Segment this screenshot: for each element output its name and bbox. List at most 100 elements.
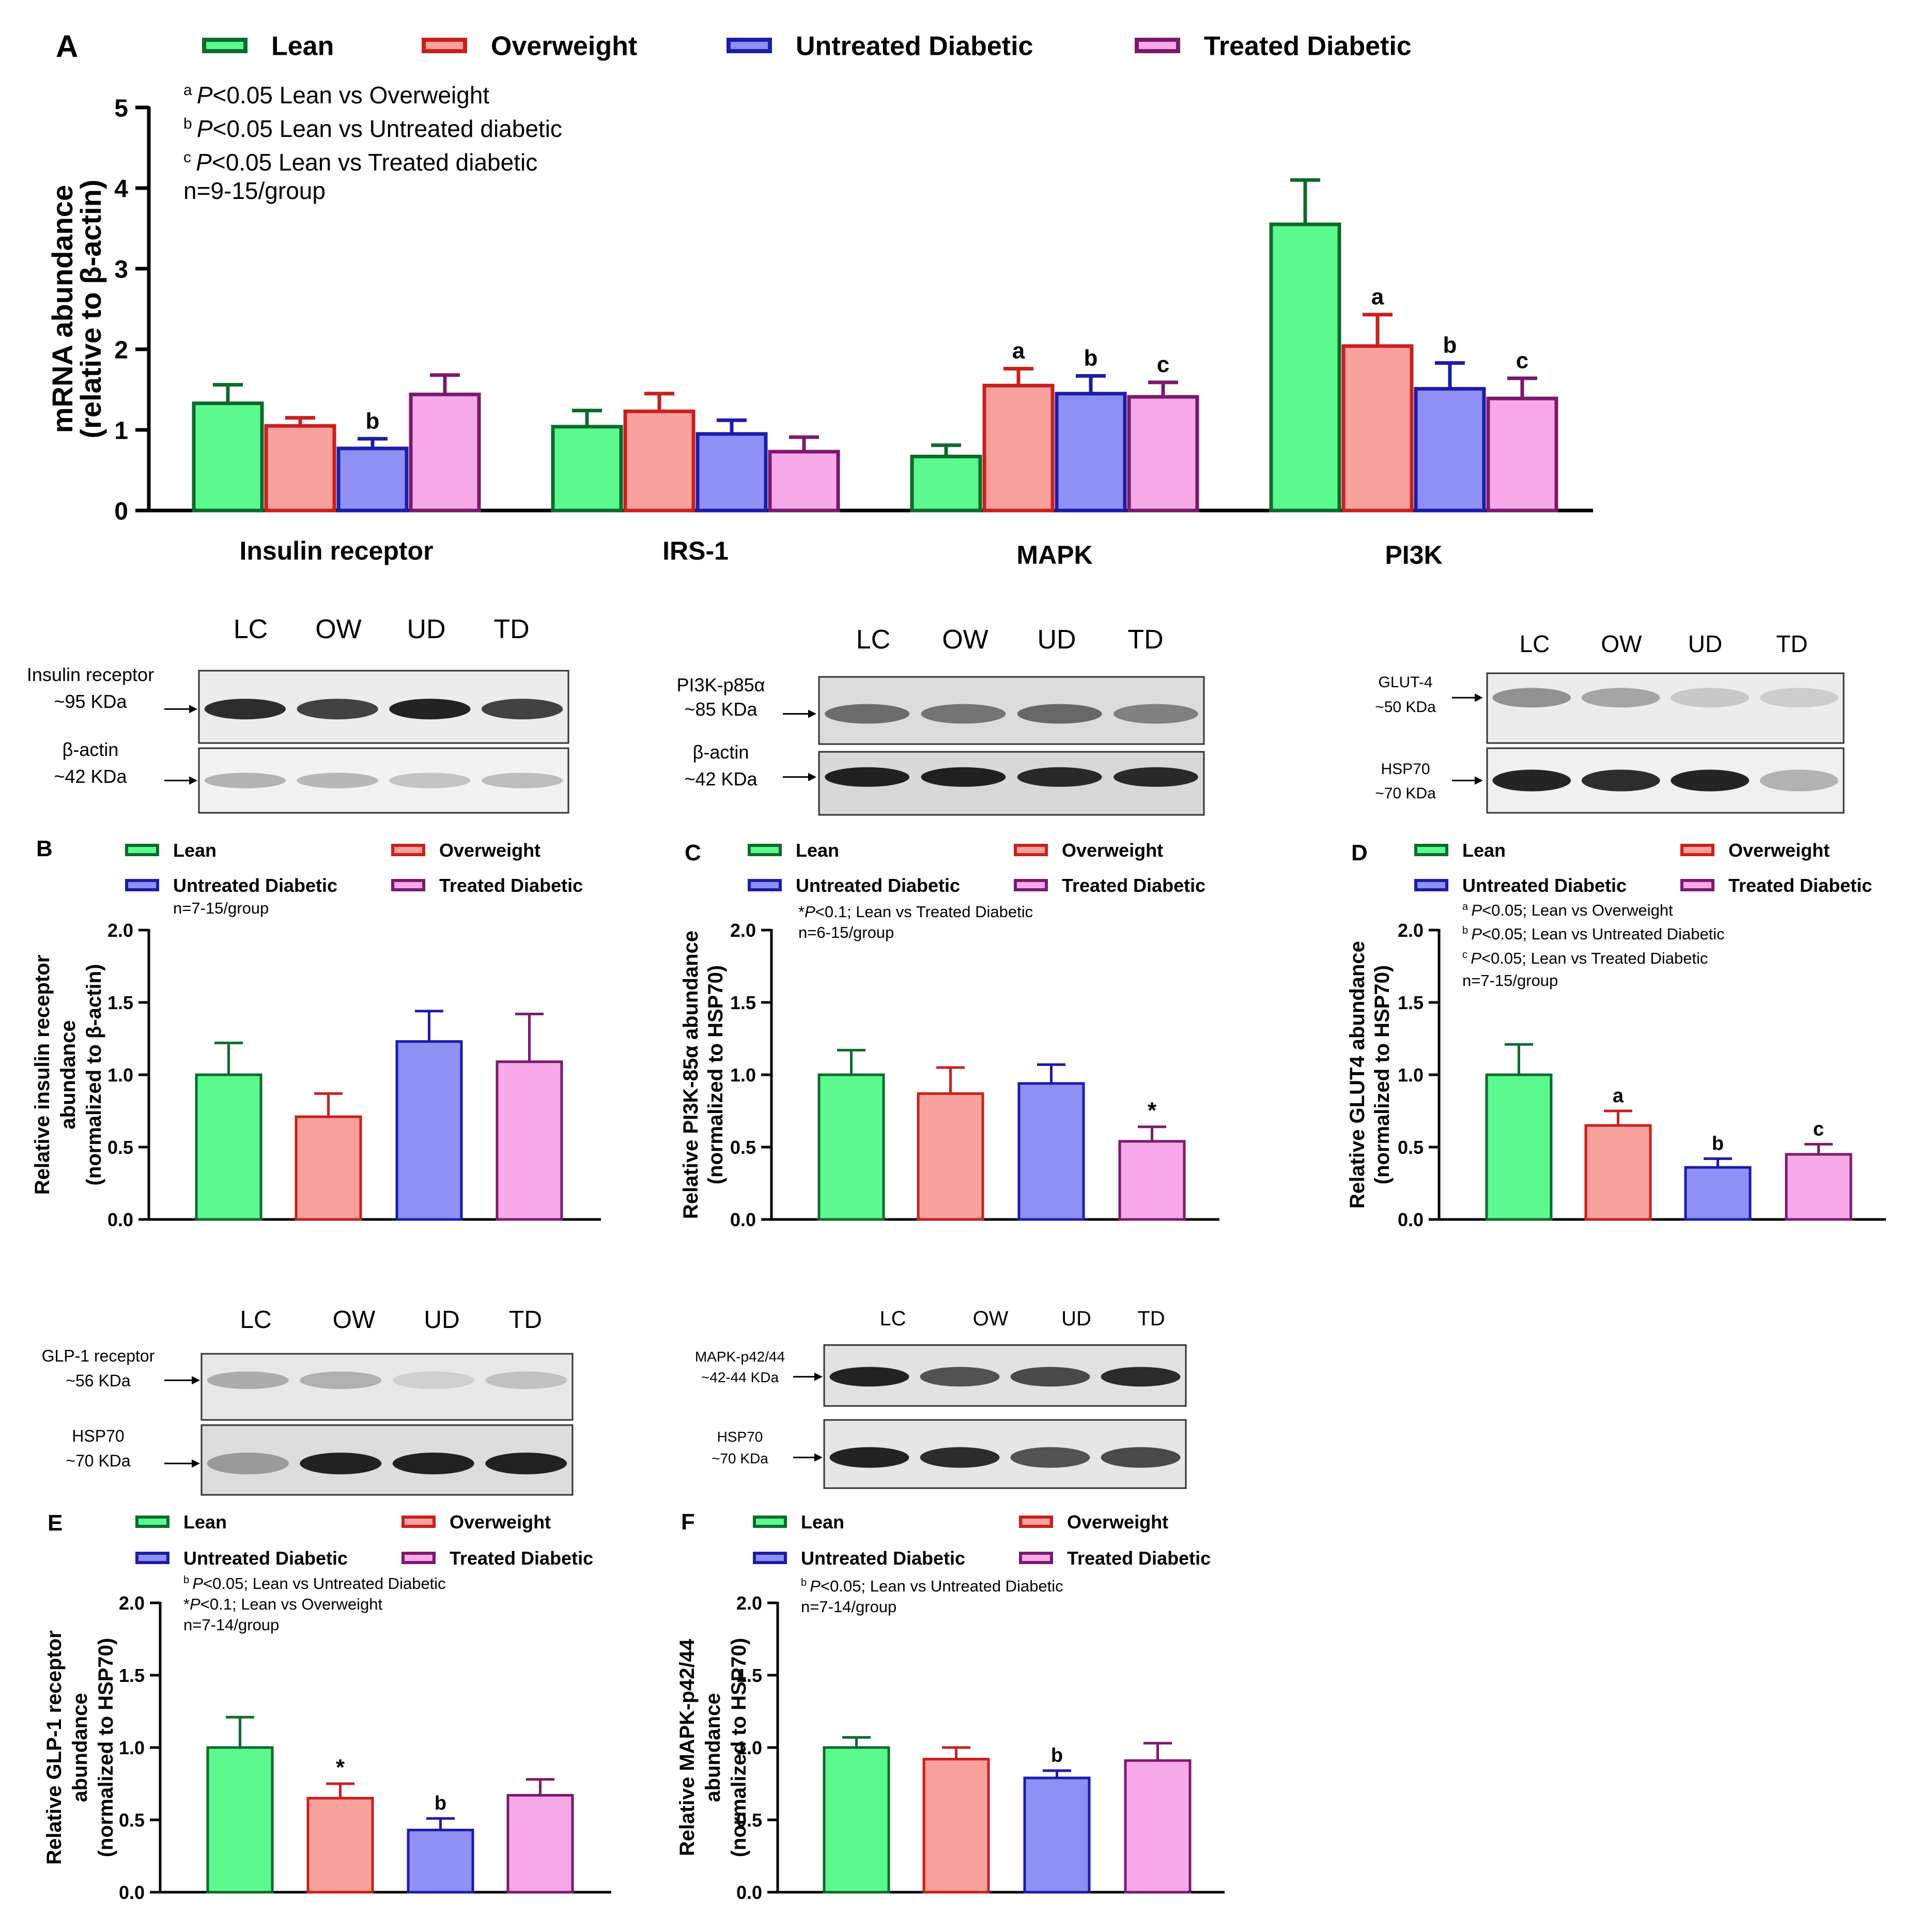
band-arrow-head — [814, 1453, 823, 1462]
legend-swatch-untreated — [1414, 879, 1448, 891]
blot-band — [1759, 688, 1838, 708]
y-axis-title: (normalized to β-actin) — [83, 964, 105, 1186]
y-tick-label: 1.5 — [1398, 992, 1424, 1013]
legend-swatch-treated — [1019, 1552, 1053, 1564]
blot-band — [1113, 767, 1198, 787]
blot-band — [1581, 688, 1660, 708]
band-arrow-head — [814, 1372, 823, 1381]
blot-band — [392, 1452, 474, 1475]
annotation-superscript: a — [183, 82, 192, 99]
stat-annotation: b P<0.05; Lean vs Untreated Diabetic — [1462, 925, 1725, 943]
lane-label: UD — [424, 1306, 459, 1334]
lane-label: OW — [315, 614, 362, 644]
bar-overweight — [917, 1092, 984, 1221]
lane-label: OW — [1601, 630, 1642, 657]
bar-untreated — [1414, 387, 1486, 513]
stat-annotation: n=7-15/group — [173, 899, 269, 917]
blot-band — [1671, 769, 1750, 792]
legend-swatch-treated — [1680, 879, 1714, 891]
category-label: IRS-1 — [662, 536, 729, 565]
blot-membrane — [198, 747, 569, 814]
y-axis-title: (normalized to HSP70) — [1371, 965, 1394, 1185]
legend-label-lean: Lean — [801, 1511, 844, 1533]
blot-row-label: ~70 KDa — [712, 1450, 768, 1466]
blot-band — [1010, 1447, 1090, 1468]
blot-row-label: HSP70 — [72, 1427, 124, 1445]
lane-label: LC — [856, 625, 890, 655]
band-arrow-head — [1475, 776, 1483, 785]
legend-label-treated: Treated Diabetic — [1067, 1548, 1211, 1569]
blot-band — [825, 704, 910, 724]
lane-label: TD — [493, 614, 529, 644]
legend-swatch-overweight — [1019, 1516, 1053, 1528]
significance-mark: b — [1051, 1745, 1063, 1767]
bar-lean — [206, 1746, 274, 1894]
blot-band — [297, 772, 378, 789]
bar-overweight — [264, 424, 336, 513]
blot-band — [297, 699, 378, 720]
bar-overweight — [623, 409, 695, 513]
blot-row-label: ~50 KDa — [1375, 699, 1436, 716]
bar-lean — [551, 425, 623, 513]
annotation-rest: <0.05; Lean vs Treated Diabetic — [1481, 949, 1708, 967]
annotation-body: P<0.05; Lean vs Untreated Diabetic — [192, 1574, 445, 1593]
y-axis-title: abundance — [57, 1020, 80, 1129]
annotation-italic-p: P — [810, 1577, 821, 1595]
y-axis-title: Relative insulin receptor — [31, 955, 54, 1195]
blot-row-label: ~70 KDa — [1375, 785, 1436, 802]
blot-row-label: HSP70 — [1381, 761, 1430, 778]
lane-label: TD — [1127, 625, 1163, 655]
y-axis-title: Relative GLUT4 abundance — [1346, 941, 1369, 1209]
bar-untreated — [695, 432, 768, 513]
bar-treated — [1118, 1140, 1186, 1221]
legend-label-overweight: Overweight — [450, 1511, 551, 1533]
legend-label-treated: Treated Diabetic — [1062, 875, 1205, 896]
band-arrow-head — [1475, 693, 1483, 702]
significance-mark: c — [1157, 352, 1169, 377]
blot-membrane — [1486, 672, 1845, 744]
legend-label-lean: Lean — [173, 840, 217, 861]
stat-annotation: n=9-15/group — [183, 177, 326, 204]
significance-mark: c — [1516, 348, 1528, 373]
legend-label-treated: Treated Diabetic — [1204, 32, 1412, 61]
blot-band — [1492, 769, 1571, 792]
significance-mark: * — [336, 1755, 345, 1780]
annotation-superscript: b — [183, 1574, 189, 1586]
blot-band — [204, 699, 286, 720]
annotation-star: * — [798, 903, 805, 921]
bar-treated — [1127, 395, 1199, 513]
lane-label: UD — [1061, 1307, 1091, 1330]
y-tick-label: 2.0 — [736, 1593, 762, 1614]
annotation-superscript: c — [183, 149, 191, 166]
legend-swatch-overweight — [1014, 844, 1048, 856]
band-arrow-head — [189, 705, 197, 714]
bar-treated — [496, 1060, 563, 1221]
significance-mark: a — [1371, 284, 1384, 310]
y-tick-label: 1.0 — [107, 1064, 133, 1086]
bar-lean — [823, 1746, 890, 1894]
blot-band — [485, 1452, 567, 1475]
blot-row-label: β-actin — [63, 739, 119, 760]
blot-band — [485, 1371, 567, 1389]
y-tick-label: 4 — [114, 175, 128, 203]
y-tick-label: 0.0 — [730, 1209, 756, 1230]
annotation-body: P<0.05; Lean vs Untreated Diabetic — [810, 1577, 1063, 1595]
panel-d: D Lean Overweight Untreated Diabetic Treated… — [1346, 840, 1886, 1230]
lane-label: UD — [407, 614, 445, 644]
annotation-star: * — [183, 1595, 190, 1613]
legend-label-treated: Treated Diabetic — [1728, 875, 1872, 896]
blot-band — [389, 772, 471, 789]
annotation-italic-p: P — [1471, 901, 1482, 919]
panel-label: E — [48, 1510, 63, 1536]
legend-swatch-treated — [391, 879, 425, 891]
bar-overweight — [1341, 344, 1414, 513]
lane-label: LC — [240, 1306, 271, 1334]
blot-band — [921, 704, 1006, 724]
blot-band — [1671, 688, 1750, 708]
stat-annotation: b P<0.05; Lean vs Untreated Diabetic — [183, 1574, 446, 1593]
stat-annotation: a P<0.05 Lean vs Overweight — [183, 82, 489, 109]
annotation-rest: <0.05; Lean vs Untreated Diabetic — [821, 1577, 1063, 1595]
bar-overweight — [922, 1757, 990, 1894]
band-arrow-head — [808, 709, 816, 718]
annotation-body: P<0.05; Lean vs Untreated Diabetic — [1471, 925, 1724, 943]
